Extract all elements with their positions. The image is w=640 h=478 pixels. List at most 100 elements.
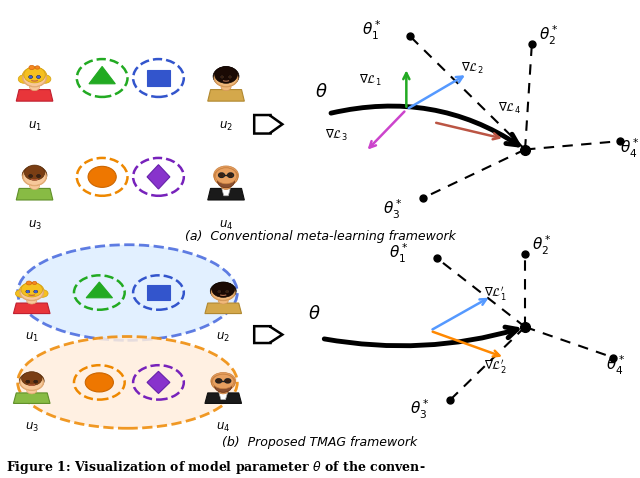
Polygon shape [13, 393, 50, 403]
Circle shape [22, 166, 47, 185]
Circle shape [27, 297, 37, 304]
Polygon shape [16, 89, 53, 101]
Circle shape [213, 66, 239, 86]
Circle shape [23, 168, 46, 185]
Circle shape [214, 69, 238, 87]
Text: $u_4$: $u_4$ [219, 219, 233, 232]
Circle shape [215, 66, 237, 83]
Circle shape [212, 282, 234, 297]
Circle shape [29, 174, 33, 177]
Polygon shape [86, 282, 113, 298]
Polygon shape [13, 303, 50, 314]
Circle shape [26, 290, 29, 293]
Polygon shape [16, 188, 53, 200]
Circle shape [19, 282, 44, 299]
Text: $\theta_3^*$: $\theta_3^*$ [383, 198, 402, 221]
Text: $u_3$: $u_3$ [25, 421, 39, 434]
Circle shape [214, 166, 239, 185]
Circle shape [218, 175, 234, 188]
Polygon shape [222, 188, 230, 196]
Text: $\theta_2^*$: $\theta_2^*$ [532, 234, 552, 257]
Text: $\theta_1^*$: $\theta_1^*$ [362, 19, 382, 43]
Circle shape [215, 168, 237, 184]
Text: $u_2$: $u_2$ [216, 331, 230, 344]
Circle shape [227, 291, 228, 292]
Text: $\nabla\mathcal{L}_4$: $\nabla\mathcal{L}_4$ [498, 101, 521, 116]
Circle shape [34, 290, 38, 293]
Circle shape [212, 285, 234, 300]
Text: Figure 1: Visualization of model parameter $\theta$ of the conven-: Figure 1: Visualization of model paramet… [6, 459, 426, 476]
Polygon shape [205, 393, 241, 403]
Circle shape [218, 291, 221, 293]
Circle shape [225, 291, 229, 293]
Text: $\theta$: $\theta$ [308, 305, 321, 323]
Text: (a)  Conventional meta-learning framework: (a) Conventional meta-learning framework [184, 230, 456, 243]
Circle shape [18, 75, 29, 83]
Text: $\theta_3^*$: $\theta_3^*$ [410, 398, 429, 422]
Circle shape [221, 182, 231, 189]
Polygon shape [219, 393, 227, 400]
Circle shape [218, 297, 228, 304]
Circle shape [34, 380, 38, 383]
Circle shape [19, 372, 44, 389]
Circle shape [20, 374, 44, 391]
Circle shape [38, 76, 40, 78]
Circle shape [88, 166, 116, 187]
Text: $\nabla\mathcal{L}_2$: $\nabla\mathcal{L}_2$ [461, 61, 483, 76]
Circle shape [24, 165, 45, 180]
Circle shape [22, 67, 47, 86]
Circle shape [228, 76, 232, 78]
Circle shape [215, 381, 232, 392]
Circle shape [35, 381, 36, 382]
Circle shape [26, 281, 32, 285]
Circle shape [35, 66, 40, 69]
Circle shape [214, 168, 238, 185]
Circle shape [211, 374, 235, 391]
Text: $\nabla\mathcal{L}_1$: $\nabla\mathcal{L}_1$ [359, 73, 381, 88]
Circle shape [218, 380, 220, 382]
Circle shape [211, 282, 236, 300]
Circle shape [38, 175, 40, 177]
Circle shape [29, 76, 33, 78]
Circle shape [211, 372, 236, 389]
Polygon shape [254, 115, 282, 133]
Polygon shape [208, 188, 244, 200]
Circle shape [36, 174, 40, 177]
Circle shape [221, 83, 231, 91]
Ellipse shape [18, 245, 237, 340]
Text: $\theta_1^*$: $\theta_1^*$ [389, 241, 409, 265]
Text: $\theta$: $\theta$ [316, 83, 328, 101]
Circle shape [22, 372, 42, 385]
Circle shape [20, 375, 43, 390]
Text: $\theta_4^*$: $\theta_4^*$ [620, 137, 639, 160]
Circle shape [27, 291, 29, 292]
Circle shape [27, 381, 29, 382]
Circle shape [29, 175, 31, 177]
Circle shape [26, 380, 29, 383]
Text: $u_2$: $u_2$ [219, 120, 233, 133]
Bar [147, 285, 170, 300]
Text: $u_4$: $u_4$ [216, 421, 230, 434]
Circle shape [35, 291, 36, 292]
Text: (b)  Proposed TMAG framework: (b) Proposed TMAG framework [222, 435, 418, 449]
Circle shape [29, 83, 40, 91]
Circle shape [23, 168, 46, 185]
Circle shape [29, 182, 40, 189]
Bar [147, 70, 170, 87]
Circle shape [20, 285, 43, 300]
Circle shape [229, 76, 231, 77]
Polygon shape [254, 326, 282, 343]
Circle shape [29, 76, 31, 78]
Circle shape [212, 374, 234, 389]
Polygon shape [147, 164, 170, 189]
Circle shape [24, 67, 45, 83]
Polygon shape [208, 89, 244, 101]
Circle shape [229, 174, 232, 176]
Polygon shape [205, 303, 241, 314]
Text: $\theta_2^*$: $\theta_2^*$ [539, 23, 558, 47]
Text: $u_1$: $u_1$ [28, 120, 42, 133]
Text: $\nabla\mathcal{L}_1'$: $\nabla\mathcal{L}_1'$ [484, 284, 507, 302]
Text: $\theta_4^*$: $\theta_4^*$ [607, 354, 626, 378]
Polygon shape [89, 66, 115, 84]
Circle shape [220, 76, 224, 78]
